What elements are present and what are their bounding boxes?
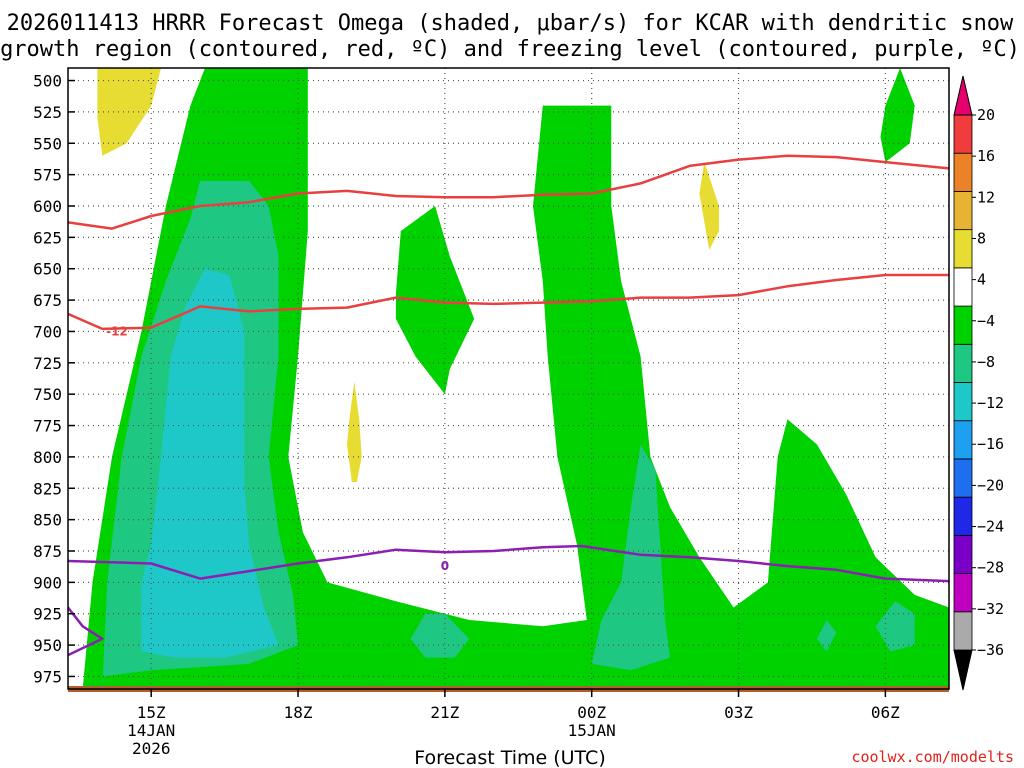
contour-lines: -12 0 xyxy=(68,154,949,657)
colorbar-bin-13 xyxy=(953,152,973,192)
x-tick-year-15: 2026 xyxy=(132,739,171,758)
colorbar-label-7: −12 xyxy=(977,394,1004,412)
plot-frame xyxy=(67,67,950,690)
y-tick-label-550: 550 xyxy=(33,134,62,153)
colorbar-bin-14 xyxy=(953,114,973,154)
y-tick-label-525: 525 xyxy=(33,103,62,122)
colorbar-label-8: −16 xyxy=(977,435,1004,453)
colorbar-bin-3 xyxy=(953,534,973,574)
colorbar-label-0: 20 xyxy=(977,106,995,124)
y-tick-label-600: 600 xyxy=(33,197,62,216)
y-tick-label-750: 750 xyxy=(33,385,62,404)
x-tick-label-27: 03Z xyxy=(724,703,753,722)
colorbar-label-13: −36 xyxy=(977,641,1004,659)
y-tick-label-925: 925 xyxy=(33,605,62,624)
y-tick-label-775: 775 xyxy=(33,417,62,436)
colorbar-bin-12 xyxy=(953,191,973,231)
freezing-level-0-lower xyxy=(68,606,104,657)
colorbar-bin-4 xyxy=(953,496,973,536)
y-tick-label-900: 900 xyxy=(33,573,62,592)
omega-teal-band-3 xyxy=(591,444,670,671)
colorbar-bin-2 xyxy=(953,573,973,613)
y-tick-label-725: 725 xyxy=(33,354,62,373)
y-tick-label-975: 975 xyxy=(33,667,62,686)
credit-link[interactable]: coolwx.com/modelts xyxy=(851,748,1014,766)
omega-yellow-3 xyxy=(699,162,719,250)
y-tick-label-500: 500 xyxy=(33,72,62,91)
pressure-axis: 500 525 550 575 600 625 650 675 700 725 750 775 800 8… xyxy=(33,72,75,686)
y-tick-label-575: 575 xyxy=(33,166,62,185)
colorbar-label-11: −28 xyxy=(977,559,1004,577)
y-tick-label-625: 625 xyxy=(33,228,62,247)
x-tick-label-24: 00Z xyxy=(577,703,606,722)
omega-yellow-1 xyxy=(97,68,161,156)
colorbar-label-10: −24 xyxy=(977,518,1004,536)
omega-cyan-band-1 xyxy=(141,268,279,658)
freezing-level-0-label: 0 xyxy=(441,559,449,573)
colorbar-label-2: 12 xyxy=(977,188,995,206)
colorbar-bin-6 xyxy=(953,420,973,460)
colorbar-label-12: −32 xyxy=(977,600,1004,618)
omega-green-band-2 xyxy=(395,206,475,395)
colorbar-bottom-arrow xyxy=(953,649,973,691)
colorbar: 20 16 12 8 4 −4 −8 −12 −16 −20 −24 −28 −32 −36 xyxy=(953,75,1004,691)
x-tick-label-15: 15Z xyxy=(137,703,166,722)
colorbar-label-1: 16 xyxy=(977,147,995,165)
colorbar-label-4: 4 xyxy=(977,271,986,289)
y-tick-label-800: 800 xyxy=(33,448,62,467)
x-tick-date-15: 14JAN xyxy=(127,721,175,740)
omega-teal-band-4 xyxy=(816,620,837,652)
colorbar-label-6: −8 xyxy=(977,353,995,371)
colorbar-top-arrow xyxy=(953,75,973,116)
omega-green-band-3 xyxy=(880,68,915,163)
x-tick-label-30: 06Z xyxy=(871,703,900,722)
colorbar-label-3: 8 xyxy=(977,229,986,247)
omega-green-band-1 xyxy=(82,68,949,689)
colorbar-bin-9 xyxy=(953,305,973,345)
colorbar-bin-7 xyxy=(953,382,973,422)
y-tick-label-675: 675 xyxy=(33,291,62,310)
x-tick-label-18: 18Z xyxy=(284,703,313,722)
colorbar-bin-5 xyxy=(953,458,973,498)
colorbar-bin-8 xyxy=(953,343,973,383)
colorbar-bin-10 xyxy=(953,267,973,307)
y-tick-label-850: 850 xyxy=(33,511,62,530)
y-tick-label-875: 875 xyxy=(33,542,62,561)
isotherm-minus-12-lower xyxy=(68,273,949,331)
chart-title-line-2: growth region (contoured, red, ºC) and f… xyxy=(0,37,1020,62)
colorbar-bin-1 xyxy=(953,611,973,651)
isotherm-minus-12-upper xyxy=(68,154,949,230)
x-axis-label: Forecast Time (UTC) xyxy=(414,747,605,768)
chart-title-line-1: 2026011413 HRRR Forecast Omega (shaded, … xyxy=(7,11,1014,36)
y-tick-label-950: 950 xyxy=(33,636,62,655)
y-tick-label-700: 700 xyxy=(33,322,62,341)
freezing-level-0 xyxy=(68,544,949,583)
x-tick-date-24: 15JAN xyxy=(568,721,616,740)
x-tick-label-21: 21Z xyxy=(430,703,459,722)
colorbar-label-5: −4 xyxy=(977,312,995,330)
omega-teal-band-2 xyxy=(410,613,470,658)
isotherm-minus-12-lower-label: -12 xyxy=(106,324,128,338)
y-tick-label-650: 650 xyxy=(33,260,62,279)
colorbar-label-9: −20 xyxy=(977,476,1004,494)
y-tick-label-825: 825 xyxy=(33,479,62,498)
colorbar-bin-11 xyxy=(953,229,973,269)
